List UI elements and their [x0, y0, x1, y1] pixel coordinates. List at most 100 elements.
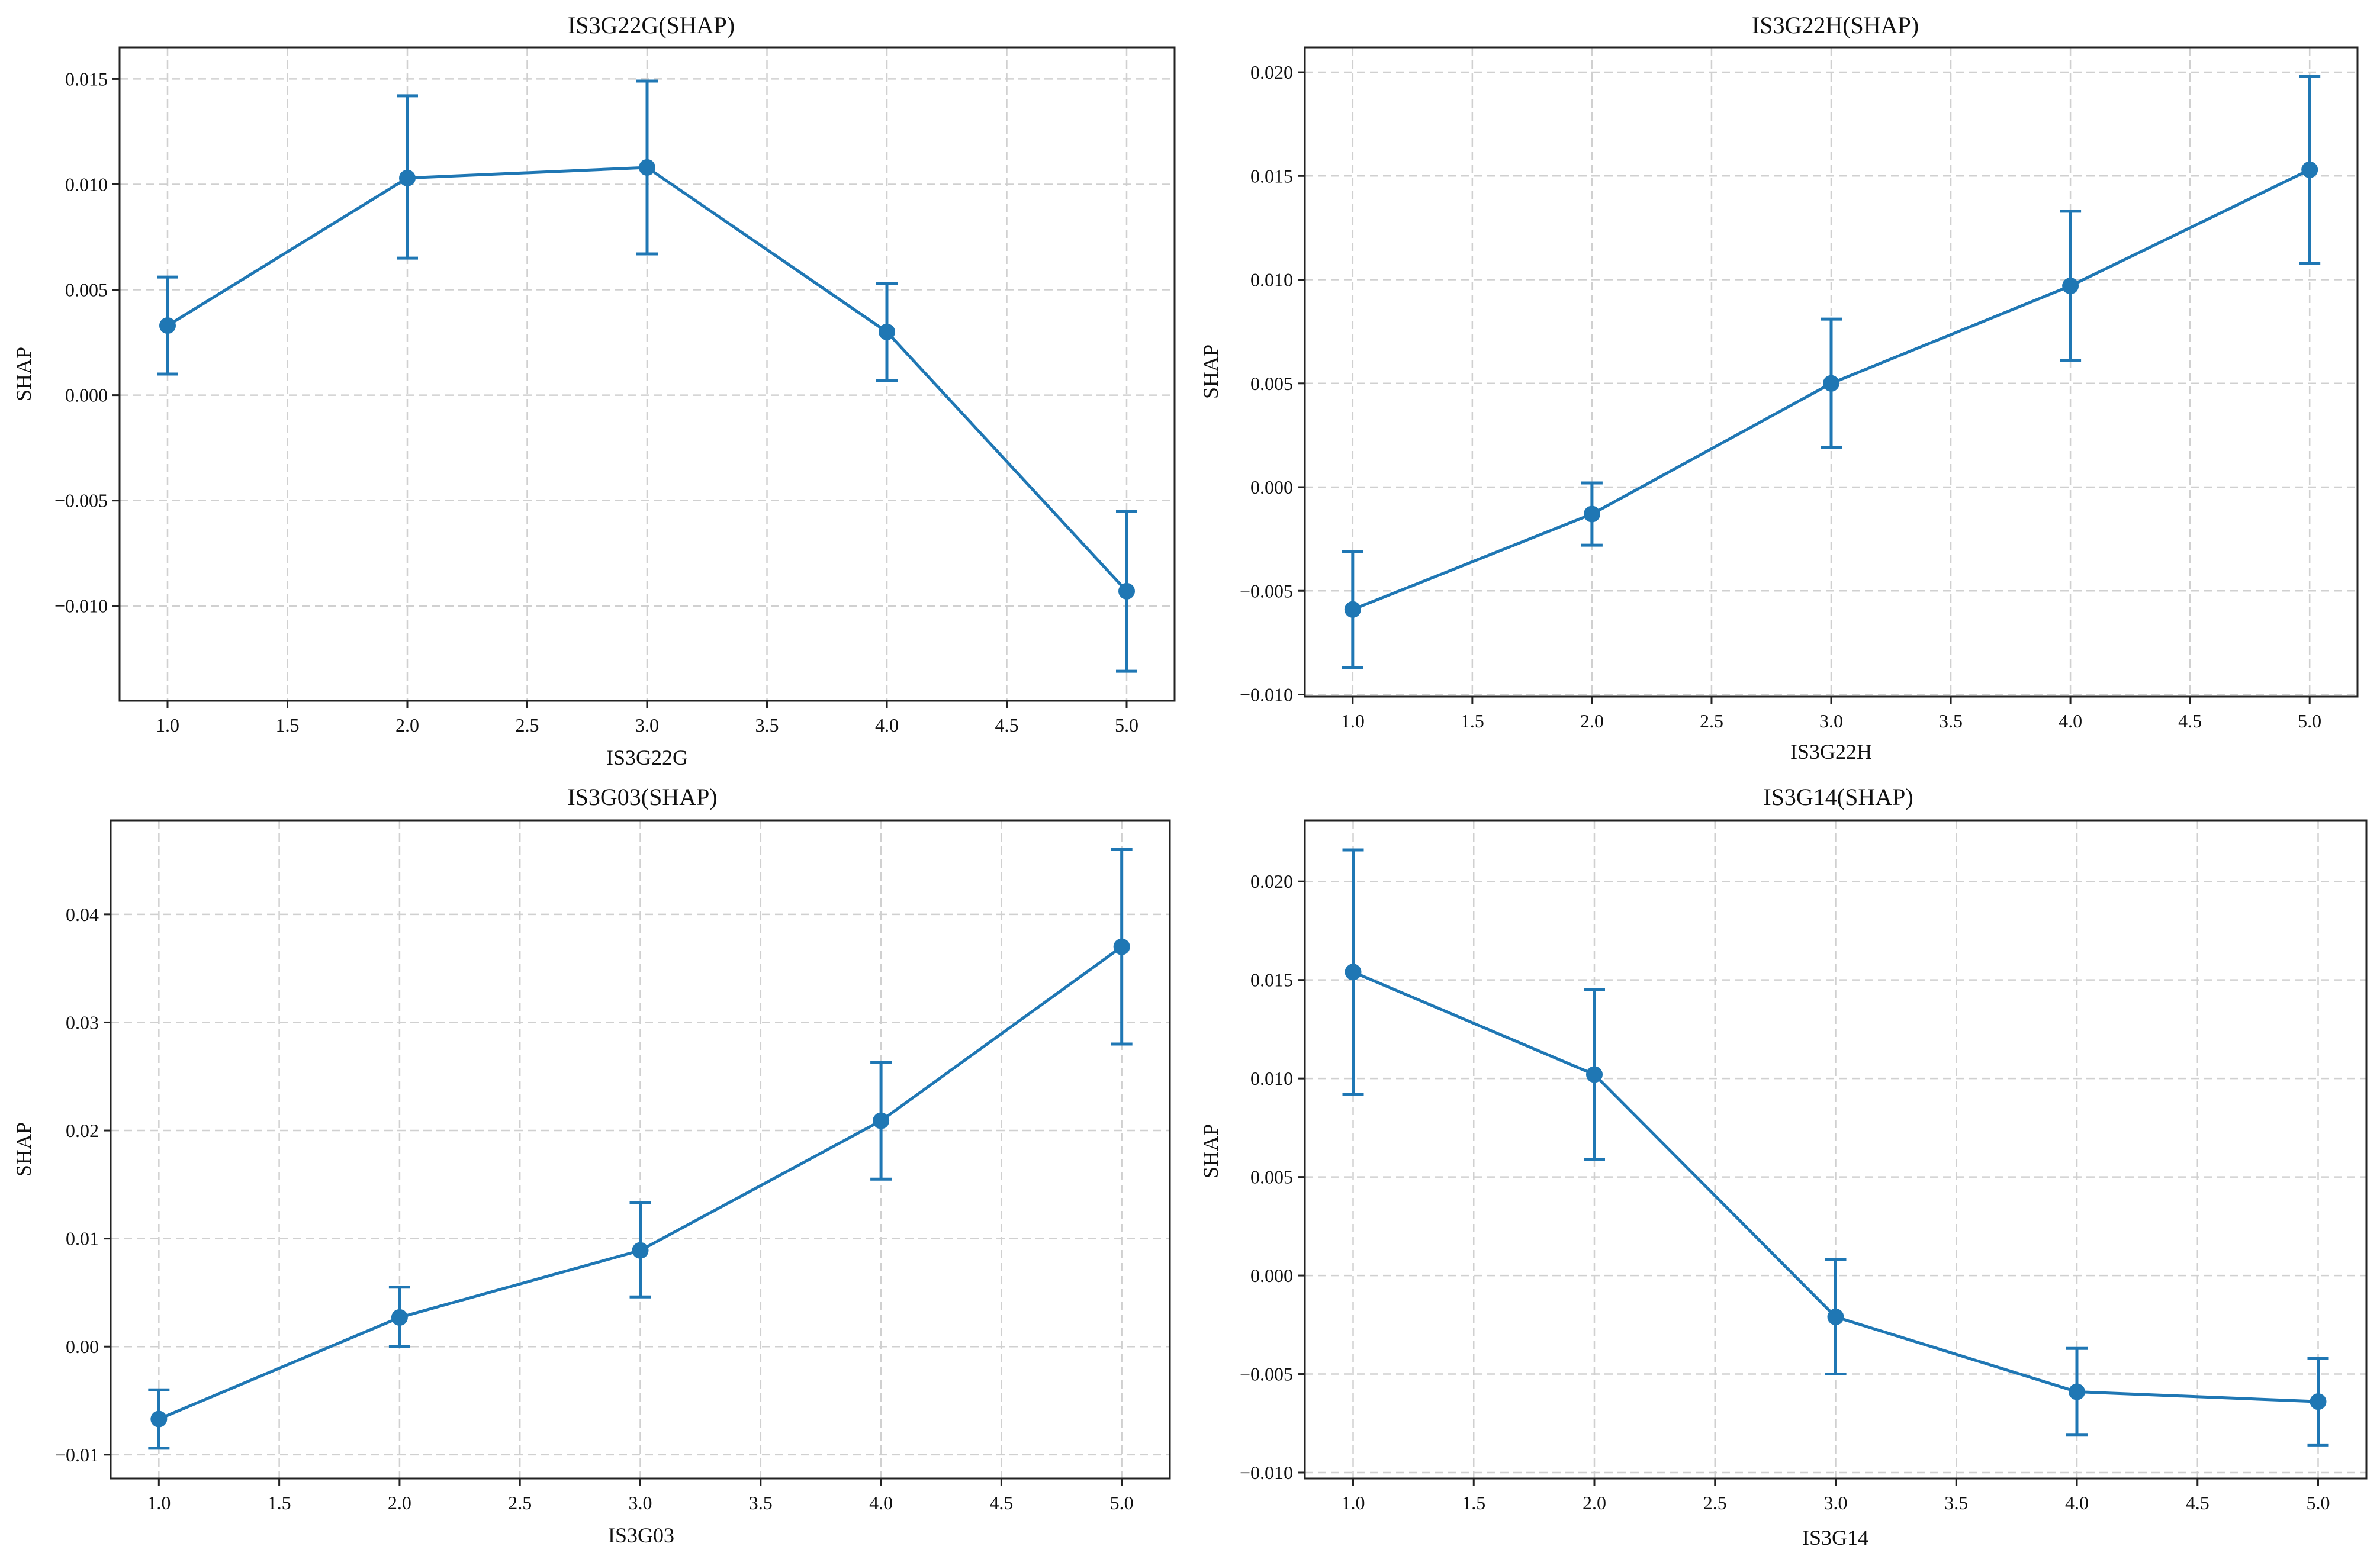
x-tick-label: 5.0 [1110, 1492, 1134, 1513]
chart-title: IS3G22H(SHAP) [1752, 12, 1919, 38]
y-tick-label: 0.005 [65, 279, 108, 301]
x-tick-label: 2.5 [1703, 1492, 1727, 1513]
y-tick-label: 0.020 [1250, 62, 1293, 83]
y-tick-label: 0.000 [1250, 1265, 1293, 1286]
x-tick-label: 1.0 [1341, 710, 1365, 732]
x-axis-label: IS3G22G [606, 746, 688, 769]
x-tick-label: 3.0 [1819, 710, 1843, 732]
y-axis: −0.010 −0.005 0.000 0.005 0.010 0.015 0.020 [1240, 871, 1305, 1483]
chart-panel-is3g22h: IS3G22H(SHAP) 1.0 1.5 2.0 2.5 3.0 3.5 4.0 4.5 5.… [1199, 12, 2359, 763]
x-axis: 1.0 1.5 2.0 2.5 3.0 3.5 4.0 4.5 5.0 [1342, 1478, 2330, 1513]
x-axis: 1.0 1.5 2.0 2.5 3.0 3.5 4.0 4.5 5.0 [156, 701, 1138, 736]
y-tick-label: 0.010 [1250, 269, 1293, 291]
data-point [1823, 375, 1839, 392]
x-tick-label: 5.0 [2298, 710, 2321, 732]
x-tick-label: 1.0 [156, 714, 179, 736]
y-tick-label: 0.015 [65, 68, 108, 89]
y-tick-label: 0.000 [1250, 476, 1293, 498]
data-point [1586, 1066, 1603, 1083]
y-tick-label: 0.015 [1250, 165, 1293, 186]
x-axis-label: IS3G14 [1802, 1526, 1868, 1549]
x-tick-label: 3.0 [635, 714, 659, 736]
x-tick-label: 2.5 [516, 714, 539, 736]
y-tick-label: −0.010 [1240, 1462, 1293, 1483]
y-tick-label: −0.01 [55, 1444, 99, 1465]
x-axis: 1.0 1.5 2.0 2.5 3.0 3.5 4.0 4.5 5.0 [147, 1478, 1134, 1513]
chart-panel-is3g14: IS3G14(SHAP) 1.0 1.5 2.0 2.5 3.0 3.5 4.0 4.5 5.0… [1199, 784, 2368, 1549]
data-point [399, 169, 416, 186]
x-tick-label: 1.5 [276, 714, 300, 736]
data-point [2062, 278, 2079, 295]
y-axis-label: SHAP [1199, 1124, 1223, 1178]
y-axis-label: SHAP [1199, 344, 1223, 399]
x-tick-label: 5.0 [1115, 714, 1138, 736]
x-tick-label: 4.0 [2065, 1492, 2089, 1513]
data-point [1113, 938, 1130, 955]
chart-title: IS3G22G(SHAP) [568, 12, 735, 38]
y-tick-label: −0.005 [1240, 580, 1293, 601]
data-point [1345, 964, 1362, 981]
x-tick-label: 4.5 [2186, 1492, 2209, 1513]
data-point [391, 1309, 408, 1326]
y-tick-label: 0.010 [1250, 1068, 1293, 1089]
y-tick-label: 0.005 [1250, 1167, 1293, 1188]
y-axis-label: SHAP [12, 1122, 36, 1177]
y-tick-label: −0.010 [1240, 684, 1293, 705]
y-tick-label: −0.005 [54, 490, 108, 511]
x-tick-label: 3.5 [749, 1492, 773, 1513]
x-tick-label: 1.5 [268, 1492, 291, 1513]
data-point [1827, 1308, 1844, 1325]
x-tick-label: 3.5 [755, 714, 779, 736]
x-tick-label: 4.0 [2059, 710, 2082, 732]
y-axis: −0.010 −0.005 0.000 0.005 0.010 0.015 [54, 68, 120, 617]
chart-title: IS3G03(SHAP) [567, 784, 717, 810]
x-tick-label: 3.5 [1944, 1492, 1968, 1513]
x-tick-label: 1.0 [1342, 1492, 1365, 1513]
data-point [150, 1410, 168, 1428]
x-axis: 1.0 1.5 2.0 2.5 3.0 3.5 4.0 4.5 5.0 [1341, 697, 2321, 732]
data-point [632, 1242, 649, 1259]
y-tick-label: 0.020 [1250, 871, 1293, 892]
y-tick-label: 0.010 [65, 173, 108, 195]
x-tick-label: 2.0 [1580, 710, 1604, 732]
data-point [1344, 601, 1361, 618]
y-axis-label: SHAP [12, 347, 36, 401]
x-tick-label: 4.5 [995, 714, 1019, 736]
y-axis: −0.01 0.00 0.01 0.02 0.03 0.04 [55, 904, 111, 1465]
y-tick-label: 0.04 [66, 904, 99, 925]
data-point [873, 1112, 890, 1129]
x-tick-label: 3.0 [629, 1492, 652, 1513]
chart-panel-is3g03: IS3G03(SHAP) 1.0 1.5 2.0 2.5 3.0 3.5 4.0 4.5 5.0… [12, 784, 1171, 1547]
data-point [2069, 1383, 2085, 1400]
chart-panel-is3g22g: IS3G22G(SHAP) 1.0 1.5 2.0 2.5 3.0 3.5 4.0 4.5 5.… [12, 12, 1176, 769]
x-tick-label: 3.0 [1824, 1492, 1848, 1513]
series [1342, 848, 2329, 1447]
series [148, 848, 1133, 1450]
data-point [639, 159, 655, 176]
data-point [879, 323, 895, 340]
y-axis: −0.010 −0.005 0.000 0.005 0.010 0.015 0.020 [1240, 62, 1305, 705]
y-tick-label: −0.010 [54, 595, 108, 617]
y-tick-label: 0.03 [66, 1011, 99, 1033]
x-tick-label: 3.5 [1939, 710, 1963, 732]
x-tick-label: 1.5 [1461, 710, 1484, 732]
x-tick-label: 4.5 [2178, 710, 2202, 732]
y-tick-label: 0.00 [66, 1336, 99, 1357]
series [157, 79, 1137, 673]
y-tick-label: 0.02 [66, 1120, 99, 1141]
x-tick-label: 4.5 [989, 1492, 1013, 1513]
x-tick-label: 5.0 [2307, 1492, 2330, 1513]
y-tick-label: −0.005 [1240, 1364, 1293, 1385]
data-point [1118, 582, 1135, 600]
series [1342, 75, 2321, 669]
x-tick-label: 4.0 [875, 714, 899, 736]
x-tick-label: 2.5 [508, 1492, 532, 1513]
x-tick-label: 2.0 [388, 1492, 411, 1513]
x-tick-label: 1.5 [1462, 1492, 1485, 1513]
chart-title: IS3G14(SHAP) [1763, 784, 1913, 810]
y-tick-label: 0.015 [1250, 969, 1293, 991]
x-tick-label: 2.0 [395, 714, 419, 736]
y-tick-label: 0.000 [65, 385, 108, 406]
